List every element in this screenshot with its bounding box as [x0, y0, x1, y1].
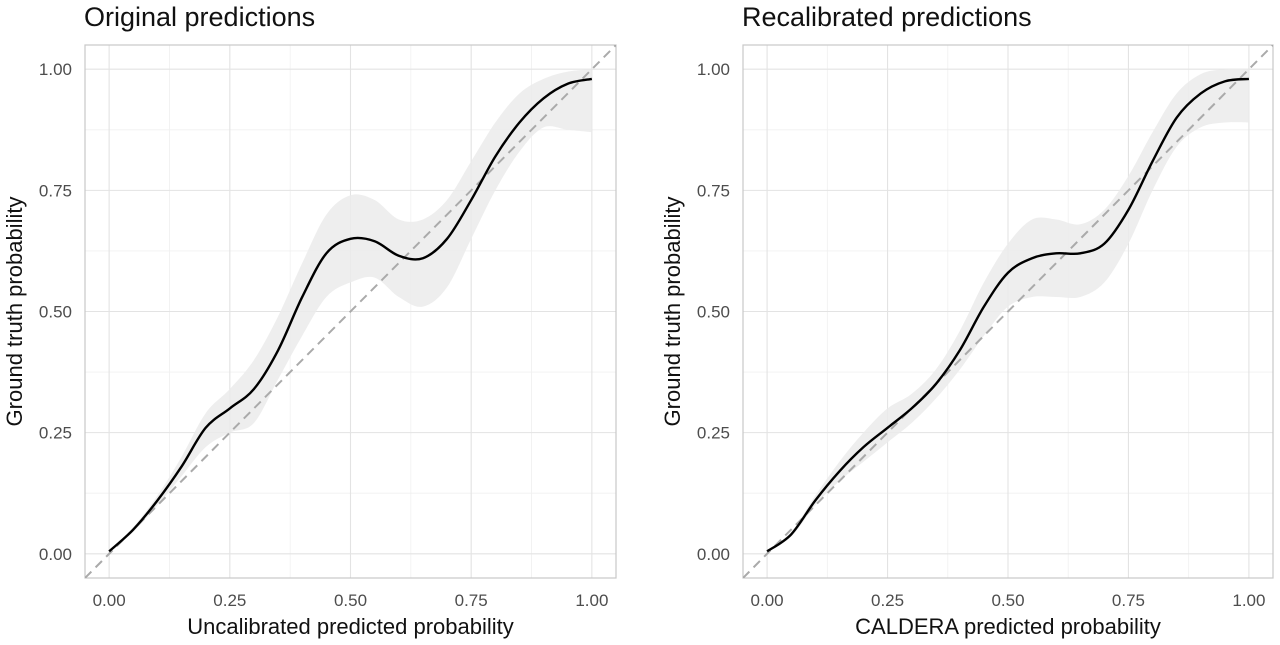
y-tick-label: 0.25: [39, 424, 72, 443]
y-tick-label: 1.00: [39, 60, 72, 79]
x-tick-label: 0.50: [991, 591, 1024, 610]
x-tick-label: 0.00: [93, 591, 126, 610]
x-axis-title: Uncalibrated predicted probability: [187, 614, 514, 639]
y-tick-label: 0.25: [697, 424, 730, 443]
y-tick-label: 0.75: [39, 181, 72, 200]
chart-title: Original predictions: [84, 2, 315, 32]
x-tick-label: 0.75: [455, 591, 488, 610]
calibration-curve: [766, 77, 1250, 553]
panel-border: [84, 44, 617, 579]
x-tick-label: 0.25: [213, 591, 246, 610]
x-tick-label: 0.25: [871, 591, 904, 610]
reference-diagonal-line: [743, 45, 1273, 578]
y-tick-label: 0.50: [697, 303, 730, 322]
y-tick-label: 1.00: [697, 60, 730, 79]
y-axis-title: Ground truth probability: [2, 197, 27, 427]
y-tick-label: 0.50: [39, 303, 72, 322]
panel-border: [742, 44, 1274, 579]
x-axis-title: CALDERA predicted probability: [855, 614, 1161, 639]
x-tick-label: 1.00: [575, 591, 608, 610]
calibration-curve: [108, 77, 593, 553]
x-tick-label: 0.00: [751, 591, 784, 610]
x-tick-label: 0.50: [334, 591, 367, 610]
chart-title: Recalibrated predictions: [742, 2, 1032, 32]
x-tick-label: 0.75: [1112, 591, 1145, 610]
x-tick-label: 1.00: [1232, 591, 1265, 610]
right-chart-panel: 0.00 0.25 0.50 0.75 1.00 0.00 0.25 0.50 0.75 1.00…: [660, 2, 1274, 639]
y-tick-label: 0.75: [697, 181, 730, 200]
y-tick-label: 0.00: [39, 545, 72, 564]
y-axis-title: Ground truth probability: [660, 197, 685, 427]
y-tick-label: 0.00: [697, 545, 730, 564]
reference-diagonal-line: [85, 45, 616, 578]
left-chart-panel: 0.00 0.25 0.50 0.75 1.00 0.00 0.25 0.50 0.75 1.00…: [2, 2, 617, 639]
